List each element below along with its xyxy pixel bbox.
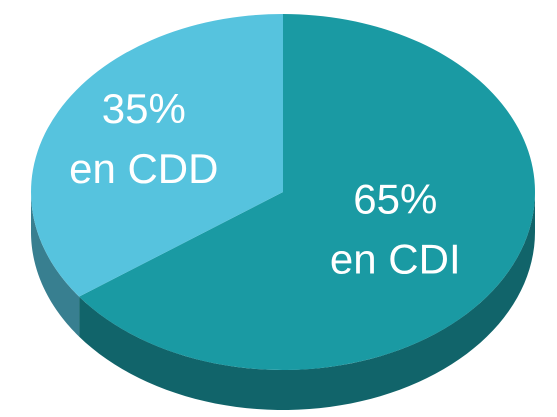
slice-side	[31, 192, 80, 337]
slice	[30, 14, 283, 297]
category-label: en CDI	[330, 235, 461, 282]
slice	[79, 14, 535, 371]
value-label: 65%	[353, 175, 437, 222]
slice-side	[79, 192, 535, 410]
value-label: 35%	[102, 85, 186, 132]
category-label: en CDD	[69, 145, 218, 192]
